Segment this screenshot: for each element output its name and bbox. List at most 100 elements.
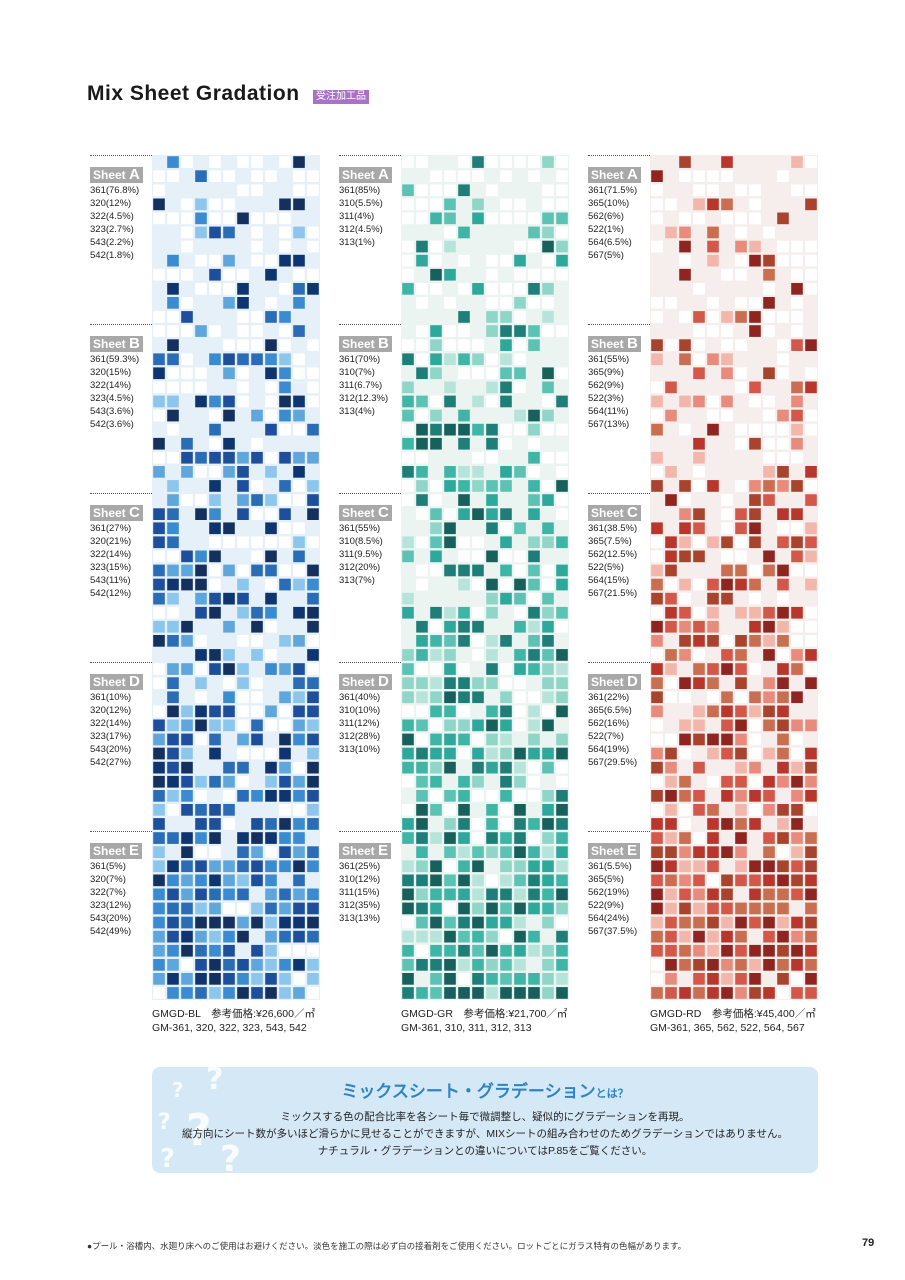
ratio-line: 564(15%): [588, 575, 630, 586]
ratio-line: 543(11%): [90, 575, 131, 586]
footnote: ●プール・浴槽内、水廻り床へのご使用はお避けください。淡色を施工の際は必ず白の接…: [87, 1241, 687, 1251]
ratio-line: 542(1.8%): [90, 250, 134, 261]
product-codes-line: GM-361, 320, 322, 323, 543, 542: [152, 1022, 307, 1034]
product-column-green: Sheet A 361(85%) 310(5.5%) 311(4%) 312(4.5%…: [339, 155, 589, 1035]
mix-ratio-list: 361(76.8%) 320(12%) 322(4.5%) 323(2.7%) 543(…: [90, 184, 152, 262]
sheet-label: Sheet B: [588, 336, 641, 352]
ratio-line: 564(24%): [588, 913, 630, 924]
sheet-label: Sheet A: [339, 167, 392, 183]
ratio-line: 365(6.5%): [588, 705, 632, 716]
ratio-line: 322(14%): [90, 549, 132, 560]
ratio-line: 361(55%): [588, 354, 630, 365]
ratio-line: 365(10%): [588, 198, 630, 209]
mix-ratio-list: 361(25%) 310(12%) 311(15%) 312(35%) 313(13%): [339, 860, 401, 925]
mix-ratio-list: 361(5%) 320(7%) 322(7%) 323(12%) 543(20%) 542…: [90, 860, 152, 938]
mosaic-image-blue: [152, 155, 320, 1000]
ratio-line: 312(35%): [339, 900, 381, 911]
product-price-line: GMGD-GR 参考価格:¥21,700／㎡: [401, 1008, 568, 1020]
ratio-line: 322(7%): [90, 887, 126, 898]
product-column-red: Sheet A 361(71.5%) 365(10%) 562(6%) 522(1%)…: [588, 155, 838, 1035]
product-price-line: GMGD-RD 参考価格:¥45,400／㎡: [650, 1008, 816, 1020]
ratio-line: 361(25%): [339, 861, 381, 872]
info-body: ミックスする色の配合比率を各シート毎で微調整し、疑似的にグラデーションを再現。 …: [152, 1109, 818, 1160]
ratio-line: 323(17%): [90, 731, 132, 742]
sheet-b: Sheet B 361(59.3%) 320(15%) 322(14%) 323(4.…: [90, 324, 152, 431]
divider: [90, 493, 152, 494]
ratio-line: 522(5%): [588, 562, 624, 573]
ratio-line: 361(85%): [339, 185, 381, 196]
mix-ratio-list: 361(10%) 320(12%) 322(14%) 323(17%) 543(20%)…: [90, 691, 152, 769]
ratio-line: 543(2.2%): [90, 237, 134, 248]
divider: [339, 662, 401, 663]
divider: [339, 493, 401, 494]
ratio-line: 562(12.5%): [588, 549, 638, 560]
ratio-line: 310(7%): [339, 367, 375, 378]
ratio-line: 562(16%): [588, 718, 630, 729]
mix-ratio-list: 361(27%) 320(21%) 322(14%) 323(15%) 543(11%)…: [90, 522, 152, 600]
svg-text:?: ?: [220, 1139, 241, 1173]
ratio-line: 361(76.8%): [90, 185, 140, 196]
ratio-line: 361(5%): [90, 861, 126, 872]
ratio-line: 562(6%): [588, 211, 624, 222]
ratio-line: 522(1%): [588, 224, 624, 235]
ratio-line: 564(6.5%): [588, 237, 632, 248]
svg-text:?: ?: [206, 1067, 223, 1097]
divider: [339, 155, 401, 156]
ratio-line: 312(20%): [339, 562, 381, 573]
mix-ratio-list: 361(22%) 365(6.5%) 562(16%) 522(7%) 564(19%)…: [588, 691, 650, 769]
mosaic-image-green: [401, 155, 569, 1000]
info-box: ? ? ? ? ? ? ミックスシート・グラデーションとは？ ミックスする色の配…: [152, 1067, 818, 1173]
sheet-c: Sheet C 361(55%) 310(8.5%) 311(9.5%) 312(20…: [339, 493, 401, 587]
ratio-line: 522(3%): [588, 393, 624, 404]
divider: [588, 324, 650, 325]
ratio-line: 323(2.7%): [90, 224, 134, 235]
ratio-line: 567(13%): [588, 419, 630, 430]
product-codes-line: GM-361, 365, 562, 522, 564, 567: [650, 1022, 805, 1034]
question-mark-icon: ? ? ? ? ? ?: [158, 1067, 241, 1173]
ratio-line: 320(12%): [90, 198, 132, 209]
mix-ratio-list: 361(5.5%) 365(5%) 562(19%) 522(9%) 564(24%) 5…: [588, 860, 650, 938]
ratio-line: 323(4.5%): [90, 393, 134, 404]
ratio-line: 542(49%): [90, 926, 132, 937]
ratio-line: 322(4.5%): [90, 211, 134, 222]
ratio-line: 311(9.5%): [339, 549, 383, 560]
sheet-a: Sheet A 361(76.8%) 320(12%) 322(4.5%) 323(2…: [90, 155, 152, 262]
sheet-label: Sheet D: [339, 674, 392, 690]
ratio-line: 365(5%): [588, 874, 624, 885]
ratio-line: 542(12%): [90, 588, 132, 599]
sheet-d: Sheet D 361(10%) 320(12%) 322(14%) 323(17%)…: [90, 662, 152, 769]
sheet-label: Sheet B: [90, 336, 143, 352]
product-info: GMGD-GR 参考価格:¥21,700／㎡ GM-361, 310, 311,…: [401, 1007, 567, 1035]
ratio-line: 361(38.5%): [588, 523, 638, 534]
divider: [339, 324, 401, 325]
ratio-line: 564(19%): [588, 744, 630, 755]
ratio-line: 313(10%): [339, 744, 381, 755]
divider: [588, 662, 650, 663]
ratio-line: 310(12%): [339, 874, 381, 885]
sheet-b: Sheet B 361(55%) 365(9%) 562(9%) 522(3%) 564…: [588, 324, 650, 431]
ratio-line: 522(9%): [588, 900, 624, 911]
ratio-line: 311(15%): [339, 887, 380, 898]
ratio-line: 564(11%): [588, 406, 629, 417]
mix-ratio-list: 361(55%) 310(8.5%) 311(9.5%) 312(20%) 313(7%…: [339, 522, 401, 587]
ratio-line: 310(10%): [339, 705, 381, 716]
ratio-line: 522(7%): [588, 731, 624, 742]
info-heading: ミックスシート・グラデーションとは？: [341, 1082, 629, 1101]
sheet-c: Sheet C 361(27%) 320(21%) 322(14%) 323(15%)…: [90, 493, 152, 600]
ratio-line: 562(19%): [588, 887, 630, 898]
divider: [90, 662, 152, 663]
ratio-line: 320(21%): [90, 536, 132, 547]
sheet-label: Sheet E: [90, 843, 143, 859]
ratio-line: 542(3.6%): [90, 419, 134, 430]
product-info: GMGD-RD 参考価格:¥45,400／㎡ GM-361, 365, 562,…: [650, 1007, 816, 1035]
ratio-line: 313(13%): [339, 913, 381, 924]
mix-ratio-list: 361(55%) 365(9%) 562(9%) 522(3%) 564(11%) 567…: [588, 353, 650, 431]
sheet-label: Sheet C: [588, 505, 641, 521]
ratio-line: 312(28%): [339, 731, 381, 742]
product-price-line: GMGD-BL 参考価格:¥26,600／㎡: [152, 1008, 315, 1020]
mix-ratio-list: 361(71.5%) 365(10%) 562(6%) 522(1%) 564(6.5%…: [588, 184, 650, 262]
ratio-line: 365(7.5%): [588, 536, 632, 547]
divider: [90, 831, 152, 832]
mix-ratio-list: 361(40%) 310(10%) 311(12%) 312(28%) 313(10%): [339, 691, 401, 756]
sheet-label: Sheet A: [588, 167, 641, 183]
